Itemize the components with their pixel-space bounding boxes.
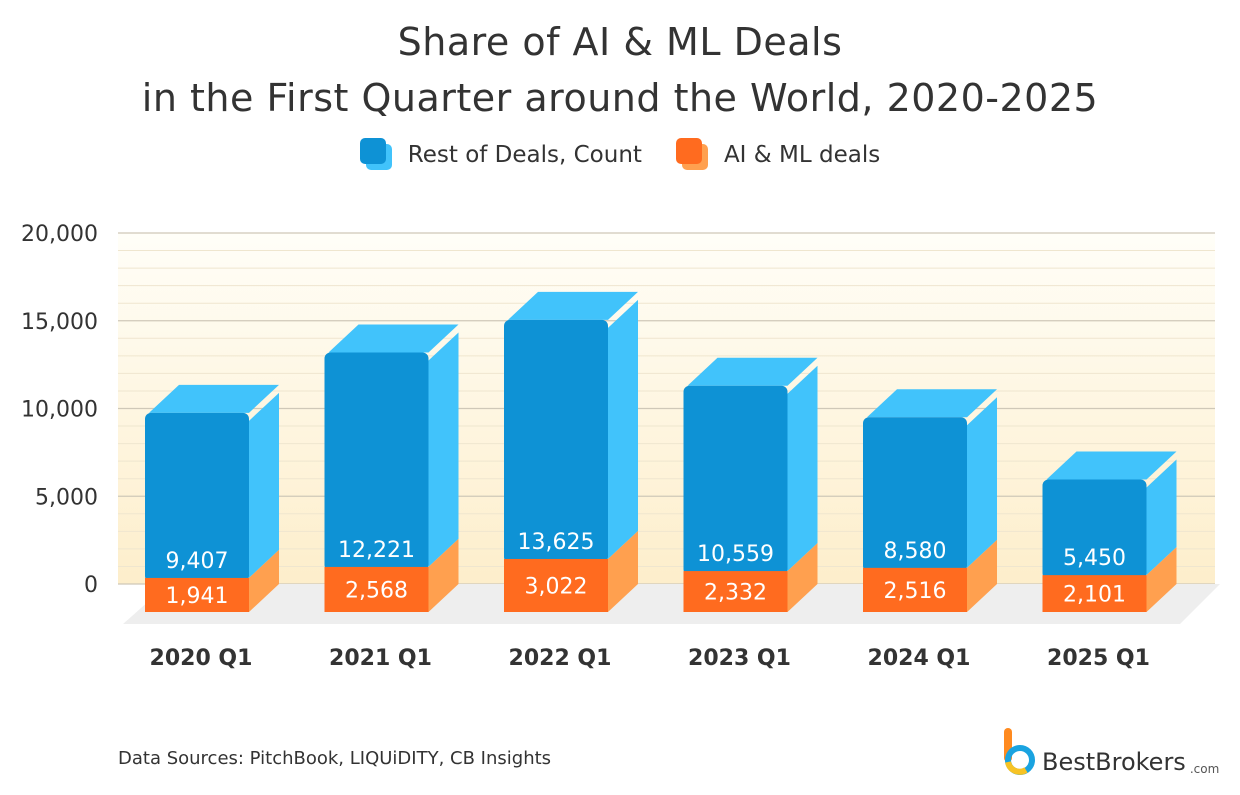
chart-title: Share of AI & ML Deals in the First Quar… (0, 14, 1240, 126)
bar-rest-top (1046, 451, 1177, 480)
chart-title-line-2: in the First Quarter around the World, 2… (141, 76, 1099, 120)
bar-ai-side (1146, 547, 1177, 612)
bar-rest-top (149, 384, 279, 413)
bar-rest-front (683, 385, 788, 576)
data-label-rest: 5,450 (1063, 546, 1126, 571)
data-label-ai: 1,941 (166, 584, 229, 609)
data-label-rest: 9,407 (166, 549, 229, 574)
bar-ai-front (683, 571, 788, 612)
bar-rest-side (428, 332, 459, 567)
y-tick-label: 10,000 (21, 398, 98, 423)
legend-label-rest: Rest of Deals, Count (407, 142, 642, 168)
bar-ai-front (145, 577, 249, 612)
bar-group: 5,450 2,101 (1042, 451, 1177, 612)
data-label-rest: 10,559 (697, 542, 774, 567)
bar-ai-front (324, 566, 429, 612)
legend-label-ai: AI & ML deals (723, 142, 881, 168)
data-label-rest: 8,580 (884, 539, 947, 564)
bar-rest-side (249, 392, 279, 578)
x-tick-label: 2023 Q1 (688, 646, 791, 671)
x-tick-label: 2025 Q1 (1047, 646, 1150, 671)
bar-rest-front (504, 319, 608, 563)
bar-ai-side (249, 549, 279, 612)
bar-ai-side (608, 530, 638, 612)
bestbrokers-logo-icon (1004, 728, 1035, 775)
y-tick-label: 15,000 (21, 310, 98, 335)
bar-rest-top (328, 324, 459, 353)
bar-group: 10,559 2,332 (683, 357, 818, 612)
x-tick-label: 2022 Q1 (509, 646, 612, 671)
bar-rest-front (1042, 479, 1147, 580)
bar-rest-top (867, 389, 997, 418)
bar-rest-side (787, 365, 818, 572)
brand-tld: .com (1189, 762, 1220, 776)
y-tick-label: 20,000 (21, 222, 98, 247)
bar-rest-side (608, 299, 638, 559)
data-label-ai: 2,516 (884, 579, 947, 604)
bar-ai-side (787, 543, 818, 612)
data-label-rest: 12,221 (338, 538, 415, 563)
bar-rest-front (863, 417, 967, 572)
bar-ai-front (1042, 575, 1147, 612)
bar-group: 13,625 3,022 (504, 291, 638, 612)
legend-swatch-rest (359, 138, 394, 172)
bar-group: 8,580 2,516 (863, 389, 997, 612)
bar-rest-side (967, 397, 997, 568)
legend-item-rest-of-deals: Rest of Deals, Count (359, 138, 642, 172)
bar-ai-side (967, 539, 997, 612)
data-label-rest: 13,625 (518, 530, 595, 555)
data-source-note: Data Sources: PitchBook, LIQUiDITY, CB I… (118, 748, 552, 769)
legend-item-ai-ml-deals: AI & ML deals (675, 138, 881, 172)
bar-rest-side (1146, 459, 1177, 576)
x-axis: 2020 Q1 2021 Q1 2022 Q1 2023 Q1 2024 Q1 2025 … (150, 646, 1150, 671)
data-label-ai: 2,101 (1063, 583, 1126, 608)
bar-ai-front (863, 567, 967, 612)
bar-ai-side (428, 538, 459, 612)
chart-title-line-1: Share of AI & ML Deals (397, 20, 843, 64)
data-label-ai: 2,568 (345, 578, 408, 603)
gridlines (118, 232, 1215, 585)
x-tick-label: 2021 Q1 (329, 646, 432, 671)
bar-group: 12,221 2,568 (324, 324, 459, 612)
chart-legend: Rest of Deals, Count AI & ML deals (0, 138, 1240, 172)
bar-rest-front (145, 412, 249, 582)
bar-rest-top (508, 291, 638, 320)
y-axis: 0 5,000 10,000 15,000 20,000 (21, 222, 98, 598)
data-label-ai: 2,332 (704, 581, 767, 606)
bars: 9,407 1,941 12,221 2,568 13,625 3,022 10,559 2,… (145, 291, 1177, 612)
brand-name: BestBrokers (1042, 748, 1186, 776)
brand-logo[interactable]: BestBrokers .com (1000, 726, 1219, 776)
y-tick-label: 5,000 (35, 485, 98, 510)
y-tick-label: 0 (84, 573, 98, 598)
bar-group: 9,407 1,941 (145, 384, 279, 612)
bar-ai-front (504, 558, 608, 612)
x-tick-label: 2024 Q1 (868, 646, 971, 671)
bar-rest-top (687, 357, 818, 386)
bar-rest-front (324, 352, 429, 571)
data-label-ai: 3,022 (525, 574, 588, 599)
legend-swatch-ai (675, 138, 710, 172)
x-tick-label: 2020 Q1 (150, 646, 253, 671)
